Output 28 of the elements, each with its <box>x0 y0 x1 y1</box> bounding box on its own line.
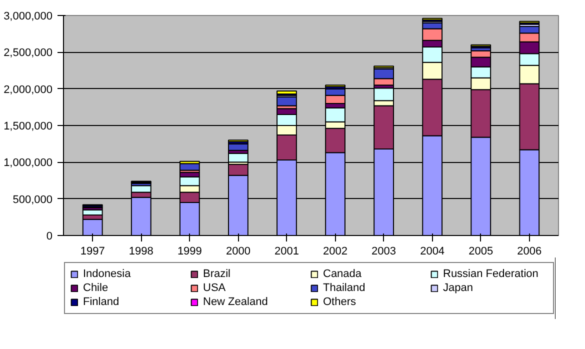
x-tick-label: 2006 <box>517 246 542 258</box>
legend-label: Russian Federation <box>443 268 540 280</box>
x-tick-label: 1998 <box>128 246 154 258</box>
x-tick-label: 1999 <box>177 246 202 258</box>
legend-label: New Zealand <box>203 296 269 308</box>
legend-label: Chile <box>83 282 110 294</box>
x-tick-label: 2001 <box>274 246 299 258</box>
x-tick-label: 2005 <box>468 246 494 258</box>
y-tick-label: 2,500,000 <box>4 47 52 60</box>
y-tick-label: 0 <box>46 230 53 242</box>
legend-label: Finland <box>83 296 120 308</box>
x-tick-label: 2000 <box>226 246 250 258</box>
legend-label: Indonesia <box>83 268 132 280</box>
x-tick-label: 2004 <box>420 246 445 258</box>
legend-label: Japan <box>443 282 474 294</box>
legend-label: Thailand <box>323 282 366 294</box>
y-tick-label: 2,000,000 <box>4 84 52 96</box>
x-tick-label: 2003 <box>372 246 396 258</box>
y-tick-label: 1,500,000 <box>4 120 52 132</box>
legend-label: USA <box>203 282 227 294</box>
x-tick-label: 1997 <box>80 246 105 258</box>
x-tick-label: 2002 <box>323 246 348 258</box>
legend-label: Brazil <box>203 268 232 280</box>
y-tick-label: 1,000,000 <box>4 157 52 170</box>
y-tick-label: 500,000 <box>12 194 53 206</box>
legend-label: Canada <box>323 268 363 280</box>
y-tick-label: 3,000,000 <box>4 10 52 22</box>
legend-label: Others <box>323 296 358 308</box>
